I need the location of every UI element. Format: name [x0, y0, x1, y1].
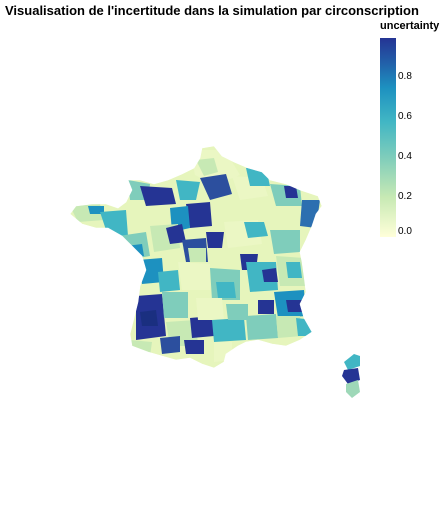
legend-tick-0.4: 0.4: [398, 151, 412, 162]
legend: uncertainty 0.8 0.6 0.4 0.2 0.0: [376, 20, 442, 250]
region-provence-a: [246, 314, 278, 340]
region-rhone-alpes-b: [262, 268, 278, 282]
region-franche-comte: [270, 230, 300, 254]
region-pyrenees-dark: [184, 340, 204, 354]
region-centre-b: [166, 224, 186, 244]
region-rhone-alpes-d: [286, 262, 302, 278]
legend-title: uncertainty: [380, 20, 440, 32]
region-alpes-b: [286, 300, 302, 312]
region-ile-de-france: [186, 202, 212, 228]
region-normandie-c: [176, 180, 200, 200]
corsica-south: [346, 380, 360, 398]
region-midi-pyrenees-d: [196, 298, 224, 320]
legend-tick-0.6: 0.6: [398, 111, 412, 122]
region-bretagne-c: [100, 210, 128, 236]
region-west-coast-a: [130, 340, 152, 356]
region-pays-de-loire-b: [126, 244, 144, 258]
legend-tick-0.2: 0.2: [398, 191, 412, 202]
region-alsace: [300, 200, 320, 228]
region-midi-pyrenees-c: [160, 336, 180, 354]
legend-colorbar: [380, 38, 396, 237]
region-midi-pyrenees-b: [190, 316, 214, 338]
legend-tick-0.8: 0.8: [398, 71, 412, 82]
region-picardie-dark: [200, 174, 232, 200]
corsica-north: [344, 354, 360, 370]
region-provence-c: [276, 316, 302, 338]
region-limousin-a: [178, 262, 210, 290]
region-centre-d: [206, 232, 224, 248]
map-title: Visualisation de l'incertitude dans la s…: [5, 3, 419, 18]
region-aquitaine-c: [162, 292, 188, 318]
legend-tick-0.0: 0.0: [398, 226, 412, 237]
france-mainland: [70, 146, 322, 368]
region-languedoc-a: [212, 318, 246, 342]
region-poitou-b: [158, 270, 180, 292]
region-nord-pas-de-calais: [196, 158, 218, 176]
france-outline: [69, 145, 323, 369]
corsica-middle: [342, 368, 360, 384]
region-limousin-b: [188, 248, 206, 262]
region-bourgogne-b: [244, 222, 268, 238]
region-provence-b: [258, 300, 274, 314]
region-languedoc-b: [226, 304, 248, 320]
region-auvergne-b: [216, 282, 236, 298]
region-lorraine-b: [284, 186, 298, 198]
region-normandie-b: [140, 186, 176, 206]
region-cote-dazur: [296, 318, 314, 336]
corsica: [342, 354, 360, 398]
region-aquitaine-b: [140, 310, 158, 326]
